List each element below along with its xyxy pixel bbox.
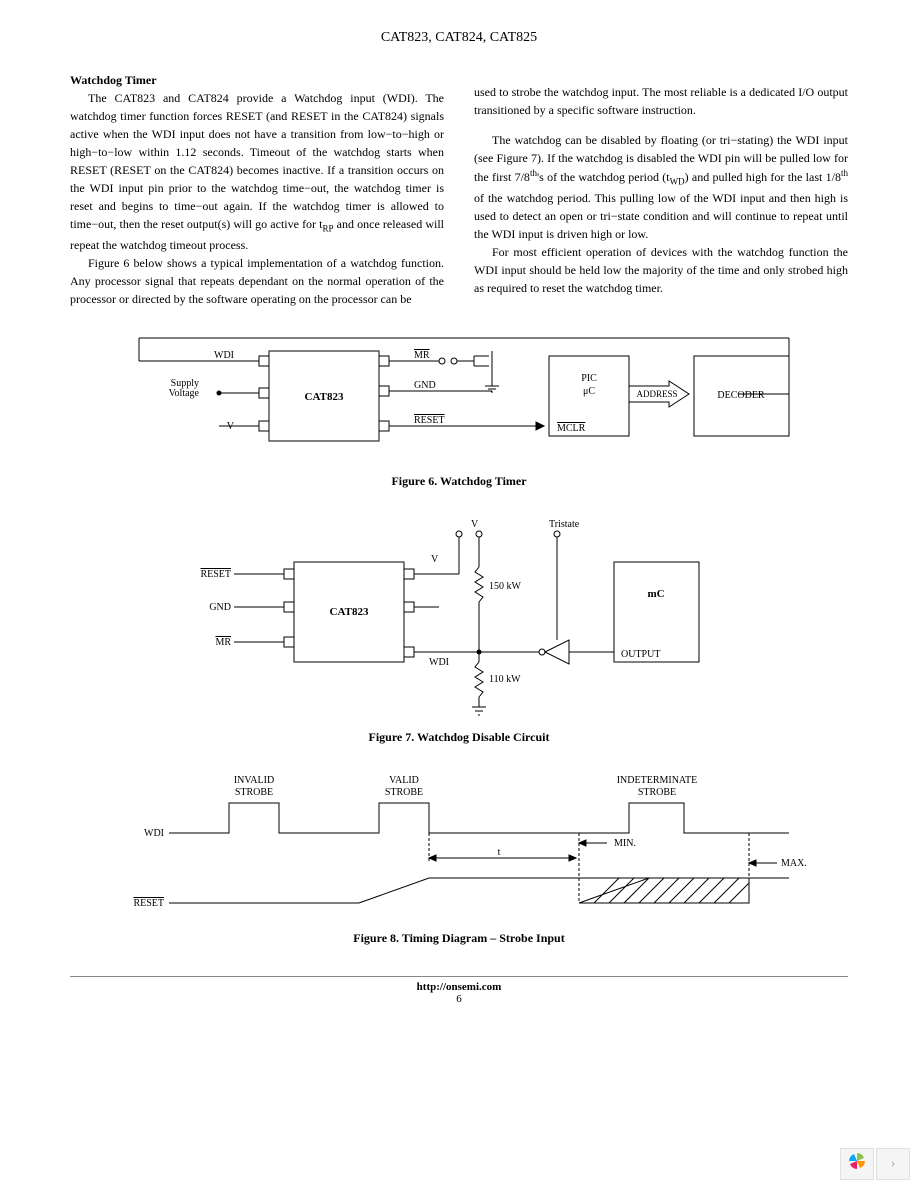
svg-text:V: V: [471, 519, 479, 530]
svg-text:MIN.: MIN.: [614, 838, 636, 849]
svg-text:WDI: WDI: [144, 828, 164, 839]
svg-text:MR: MR: [215, 637, 231, 648]
svg-text:t: t: [498, 847, 501, 858]
figure-7-diagram: CAT823 RESET GND MR WDI V V Tristate 150…: [179, 507, 739, 722]
paragraph-1: The CAT823 and CAT824 provide a Watchdog…: [70, 89, 444, 254]
figure-7-caption: Figure 7. Watchdog Disable Circuit: [70, 730, 848, 745]
figure-6-diagram: CAT823 WDI Supply Voltage V MR GND RESET…: [109, 326, 809, 466]
svg-text:CAT823: CAT823: [305, 391, 344, 403]
p4-sup1: th: [530, 168, 537, 178]
svg-text:PIC: PIC: [581, 373, 597, 384]
svg-text:VALID: VALID: [389, 775, 419, 786]
paragraph-5: For most efficient operation of devices …: [474, 243, 848, 297]
nav-logo[interactable]: [840, 1148, 874, 1180]
svg-text:110 kW: 110 kW: [489, 674, 521, 685]
svg-text:INVALID: INVALID: [234, 775, 274, 786]
svg-text:CAT823: CAT823: [330, 606, 369, 618]
p1-text: The CAT823 and CAT824 provide a Watchdog…: [70, 91, 444, 231]
left-column: Watchdog Timer The CAT823 and CAT824 pro…: [70, 71, 444, 308]
right-column: used to strobe the watchdog input. The m…: [474, 71, 848, 308]
chevron-right-icon: ›: [891, 1156, 896, 1172]
p4c: ) and pulled high for the last 1/8: [685, 170, 841, 184]
body-text: Watchdog Timer The CAT823 and CAT824 pro…: [70, 71, 848, 308]
page-number: 6: [70, 993, 848, 1005]
svg-text:RESET: RESET: [414, 415, 445, 426]
figure-8: INVALID STROBE VALID STROBE INDETERMINAT…: [70, 763, 848, 946]
svg-text:V: V: [227, 421, 235, 432]
figure-6: CAT823 WDI Supply Voltage V MR GND RESET…: [70, 326, 848, 489]
svg-text:STROBE: STROBE: [638, 787, 676, 798]
svg-text:STROBE: STROBE: [385, 787, 423, 798]
svg-text:MCLR: MCLR: [557, 423, 586, 434]
figure-8-diagram: INVALID STROBE VALID STROBE INDETERMINAT…: [109, 763, 809, 923]
svg-text:V: V: [431, 554, 439, 565]
figure-7: CAT823 RESET GND MR WDI V V Tristate 150…: [70, 507, 848, 745]
p4b: 's of the watchdog period (t: [537, 170, 670, 184]
page-footer: http://onsemi.com 6: [70, 976, 848, 1005]
paragraph-3: used to strobe the watchdog input. The m…: [474, 83, 848, 119]
p4-sub: WD: [670, 176, 685, 186]
svg-text:MAX.: MAX.: [781, 858, 807, 869]
svg-text:RESET: RESET: [200, 569, 231, 580]
svg-text:150 kW: 150 kW: [489, 581, 522, 592]
pinwheel-icon: [847, 1151, 867, 1177]
footer-url: http://onsemi.com: [70, 981, 848, 993]
paragraph-2: Figure 6 below shows a typical implement…: [70, 254, 444, 308]
svg-text:DECODER: DECODER: [717, 390, 765, 401]
svg-text:STROBE: STROBE: [235, 787, 273, 798]
svg-text:GND: GND: [209, 602, 231, 613]
svg-text:INDETERMINATE: INDETERMINATE: [617, 775, 698, 786]
svg-text:mC: mC: [647, 588, 664, 600]
svg-text:MR: MR: [414, 350, 430, 361]
svg-text:RESET: RESET: [133, 898, 164, 909]
svg-text:OUTPUT: OUTPUT: [621, 649, 660, 660]
svg-text:WDI: WDI: [429, 657, 449, 668]
svg-text:μC: μC: [583, 386, 595, 397]
section-title: Watchdog Timer: [70, 71, 444, 89]
page-header: CAT823, CAT824, CAT825: [70, 30, 848, 46]
paragraph-4: The watchdog can be disabled by floating…: [474, 131, 848, 243]
svg-text:ADDRESS: ADDRESS: [636, 389, 677, 399]
svg-text:Voltage: Voltage: [169, 388, 200, 399]
svg-text:GND: GND: [414, 380, 436, 391]
nav-widget: ›: [840, 1148, 910, 1180]
p4d: of the watchdog period. This pulling low…: [474, 191, 848, 241]
svg-text:WDI: WDI: [214, 350, 234, 361]
p1-sub: RP: [323, 223, 334, 233]
figure-6-caption: Figure 6. Watchdog Timer: [70, 474, 848, 489]
figure-8-caption: Figure 8. Timing Diagram – Strobe Input: [70, 931, 848, 946]
p4-sup2: th: [841, 168, 848, 178]
svg-text:Tristate: Tristate: [549, 519, 580, 530]
nav-next-button[interactable]: ›: [876, 1148, 910, 1180]
